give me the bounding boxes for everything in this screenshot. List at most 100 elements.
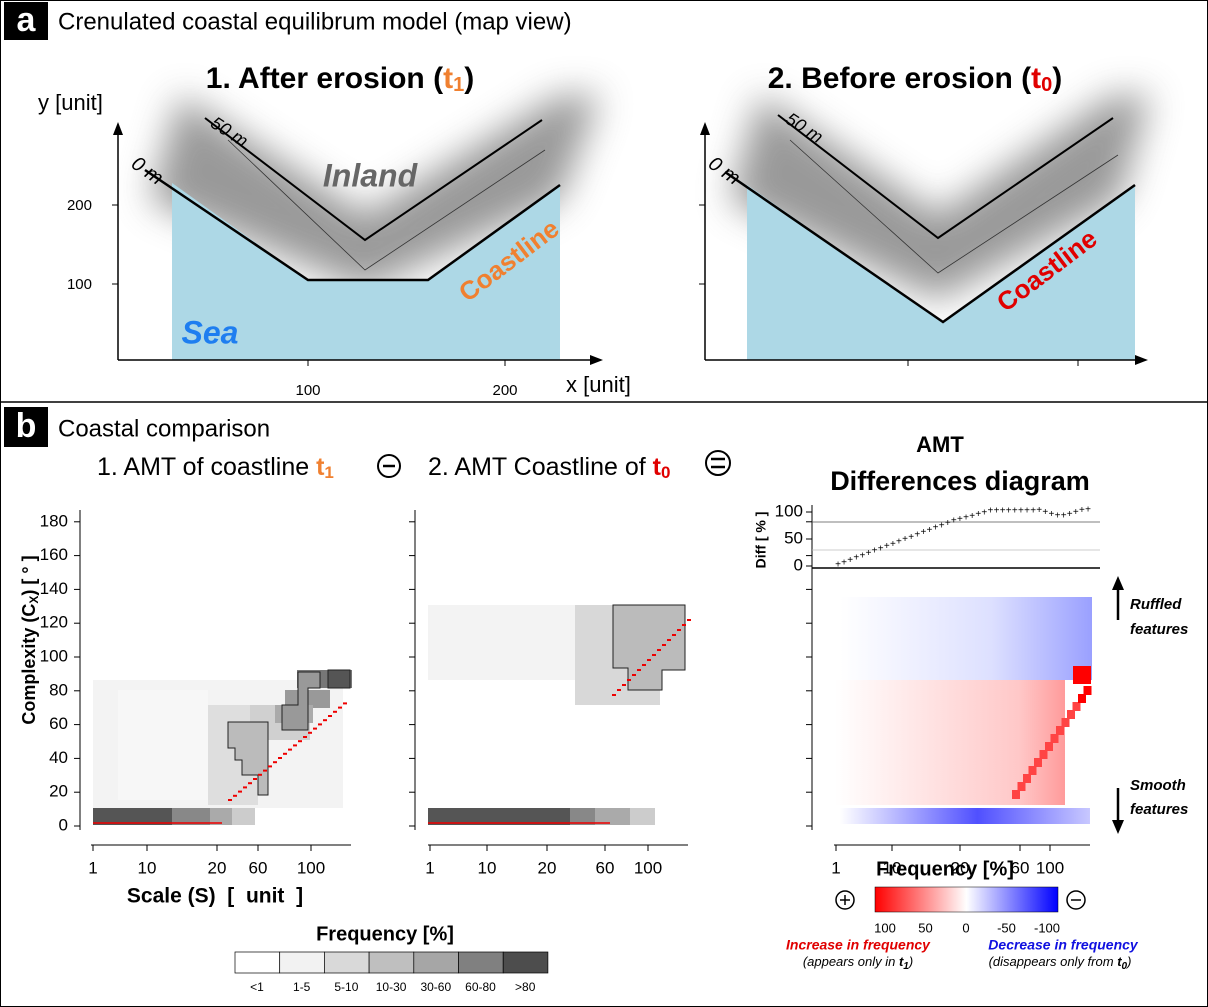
cell <box>595 808 630 825</box>
colorbar <box>874 886 1059 913</box>
map-2: 0 m 50 m Coastline 2. Before erosion (t0… <box>699 62 1150 366</box>
legend-swatch <box>368 951 415 974</box>
diff-marker: + <box>1048 509 1054 520</box>
x-tick-label: 200 <box>492 382 517 399</box>
heatmap-1 <box>93 669 352 825</box>
annotation: Smooth <box>1130 777 1186 794</box>
cell <box>1083 686 1092 695</box>
x-tick-label: 10 <box>478 858 497 877</box>
diff-marker: + <box>878 543 884 554</box>
cell <box>840 808 1090 824</box>
cell <box>1067 710 1075 719</box>
cell <box>1078 694 1086 703</box>
x-tick-label: 100 <box>634 858 662 877</box>
cell <box>232 808 255 825</box>
diff-marker: + <box>1085 505 1091 516</box>
legend-swatch <box>234 951 281 974</box>
y-tick-label: 120 <box>40 613 68 632</box>
cell <box>570 808 595 825</box>
diff-marker: + <box>920 527 926 538</box>
cell <box>1073 666 1091 684</box>
cell <box>840 597 1092 680</box>
cell <box>1028 766 1037 775</box>
arrow <box>1135 355 1148 365</box>
legend-label: 30-60 <box>420 980 451 994</box>
annotation: Decrease in frequency <box>988 937 1139 953</box>
y-axis-label: Complexity (CX) [ ° ] <box>19 555 41 724</box>
legend-swatch <box>502 951 549 974</box>
y-tick-label: 180 <box>40 511 68 530</box>
y-tick-label: 80 <box>49 680 68 699</box>
contour-50-line <box>204 117 543 242</box>
colorbar-tick-label: 100 <box>874 920 896 935</box>
x-tick-label: 60 <box>1011 858 1030 877</box>
chart-subtitle: Differences diagram <box>830 466 1090 496</box>
colorbar-tick-label: 0 <box>962 920 969 935</box>
legend-swatch <box>324 951 370 974</box>
diff-marker: + <box>1042 507 1048 518</box>
diff-marker: + <box>1061 510 1067 521</box>
diff-marker: + <box>981 508 987 519</box>
annotation: Increase in frequency <box>786 937 931 953</box>
y-tick-label: 40 <box>49 748 68 767</box>
diff-marker: + <box>908 532 914 543</box>
x-tick-label: 1 <box>88 858 97 877</box>
colorbar-tick-label: -50 <box>997 920 1016 935</box>
cell <box>210 808 232 825</box>
diff-marker: + <box>896 536 902 547</box>
heatmap-2 <box>428 604 691 825</box>
panel-title: Crenulated coastal equilibrum model (map… <box>58 8 572 35</box>
y-tick-label: 200 <box>67 197 92 214</box>
cell <box>1072 702 1081 711</box>
legend-label: 60-80 <box>465 980 496 994</box>
x-tick-label: 100 <box>1036 858 1064 877</box>
contour-50-line <box>777 114 1114 240</box>
x-tick-label: 10 <box>883 858 902 877</box>
annotation: (appears only in t1) <box>803 954 913 971</box>
outline <box>612 604 686 691</box>
y-tick-label: 140 <box>40 579 68 598</box>
diff-marker: + <box>1006 506 1012 517</box>
legend-swatch <box>279 951 325 974</box>
axis-label: Diff [ % ] <box>753 512 769 569</box>
legend-label: 1-5 <box>293 980 311 994</box>
minus-operator <box>377 454 401 478</box>
diff-marker: + <box>853 553 859 564</box>
diff-marker: + <box>847 555 853 566</box>
contour-line <box>789 139 1119 274</box>
legend-title: Frequency [%] <box>316 923 454 945</box>
y-tick-label: 0 <box>59 815 68 834</box>
heatmap-3 <box>835 597 1092 824</box>
diff-marker: + <box>927 525 933 536</box>
diff-marker: + <box>1024 506 1030 517</box>
x-tick-label: 1 <box>425 858 434 877</box>
diff-marker: + <box>1012 506 1018 517</box>
cell <box>1017 782 1026 791</box>
diff-marker: + <box>841 557 847 568</box>
cell <box>1034 758 1042 767</box>
panel-letter: b <box>16 407 37 445</box>
diff-marker: + <box>975 509 981 520</box>
colorbar-tick-label: -100 <box>1034 920 1060 935</box>
coastline-line <box>724 170 1136 324</box>
letter-box <box>4 2 48 40</box>
x-tick-label: 20 <box>208 858 227 877</box>
arrow <box>700 122 710 135</box>
annotation: features <box>1130 621 1188 638</box>
arrow <box>1112 820 1124 834</box>
cell <box>327 669 351 689</box>
arrow <box>113 122 123 135</box>
x-tick-label: 20 <box>951 858 970 877</box>
cell <box>1061 718 1070 727</box>
y-tick-label: 0 <box>794 555 803 574</box>
y-tick-label: 100 <box>775 501 803 520</box>
map-title: 2. Before erosion (t0) <box>768 62 1063 96</box>
arrow <box>1112 576 1124 590</box>
legend-swatch <box>413 951 459 974</box>
letter-box <box>4 407 48 447</box>
diff-marker: + <box>1036 505 1042 516</box>
x-tick-label: 100 <box>295 382 320 399</box>
diff-marker: + <box>963 512 969 523</box>
diff-marker: + <box>957 514 963 525</box>
panel-letter: a <box>17 1 37 39</box>
